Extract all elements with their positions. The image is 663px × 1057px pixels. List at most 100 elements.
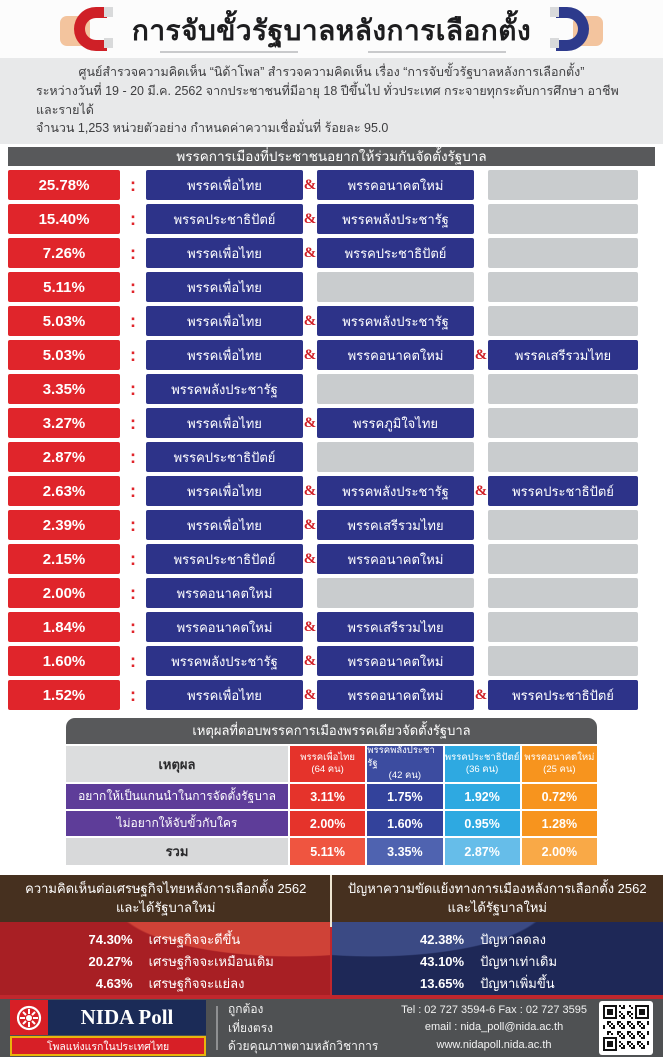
header: การจับขั้วรัฐบาลหลังการเลือกตั้ง — [0, 0, 663, 58]
party-column-count: (36 คน) — [466, 764, 498, 776]
ampersand: & — [303, 680, 317, 710]
party-box: พรรคอนาคตใหม่ — [317, 170, 474, 200]
qr-code — [599, 1001, 653, 1055]
reason-label: อยากให้เป็นแกนนำในการจัดตั้งรัฐบาล — [66, 784, 288, 809]
footer-slogans: ถูกต้องเที่ยงตรงด้วยคุณภาพตามหลักวิชาการ — [228, 1000, 378, 1056]
footer-slogan-line: ด้วยคุณภาพตามหลักวิชาการ — [228, 1037, 378, 1056]
survey-description-line1: ศูนย์สำรวจความคิดเห็น “นิด้าโพล” สำรวจคว… — [36, 63, 627, 82]
party-box: พรรคภูมิใจไทย — [317, 408, 474, 438]
coalition-row: 2.15%:พรรคประชาธิปัตย์&พรรคอนาคตใหม่ — [8, 544, 655, 574]
blue-magnet-icon — [545, 4, 597, 54]
party-box: พรรคประชาธิปัตย์ — [146, 204, 303, 234]
economy-percent: 4.63% — [0, 976, 149, 991]
colon-separator: : — [120, 510, 146, 540]
percent-badge: 7.26% — [8, 238, 120, 268]
party-box: พรรคเสรีรวมไทย — [317, 612, 474, 642]
ampersand — [474, 374, 488, 404]
colon-separator: : — [120, 544, 146, 574]
contact-website: www.nidapoll.nida.ac.th — [401, 1037, 587, 1054]
party-box: พรรคเพื่อไทย — [146, 272, 303, 302]
party-box: พรรคเพื่อไทย — [146, 510, 303, 540]
empty-box — [488, 272, 638, 302]
coalition-row: 2.63%:พรรคเพื่อไทย&พรรคพลังประชารัฐ&พรรค… — [8, 476, 655, 506]
colon-separator: : — [120, 476, 146, 506]
party-column-name: พรรคประชาธิปัตย์ — [445, 752, 519, 764]
coalition-row: 1.52%:พรรคเพื่อไทย&พรรคอนาคตใหม่&พรรคประ… — [8, 680, 655, 710]
ampersand: & — [303, 204, 317, 234]
party-box: พรรคพลังประชารัฐ — [317, 204, 474, 234]
empty-box — [317, 442, 474, 472]
conflict-panel-title: ปัญหาความขัดแย้งทางการเมืองหลังการเลือกต… — [332, 875, 663, 922]
opinion-panels: ความคิดเห็นต่อเศรษฐกิจไทยหลังการเลือกตั้… — [0, 875, 663, 995]
nida-poll-logo: NIDA Poll โพลแห่งแรกในประเทศไทย — [10, 1000, 206, 1056]
ampersand — [474, 612, 488, 642]
party-box: พรรคเพื่อไทย — [146, 238, 303, 268]
party-box: พรรคพลังประชารัฐ — [146, 374, 303, 404]
colon-separator: : — [120, 680, 146, 710]
ampersand — [474, 272, 488, 302]
red-magnet-icon — [66, 4, 118, 54]
total-value: 5.11% — [290, 838, 365, 865]
coalition-row: 5.03%:พรรคเพื่อไทย&พรรคอนาคตใหม่&พรรคเสร… — [8, 340, 655, 370]
reason-label: ไม่อยากให้จับขั้วกับใคร — [66, 811, 288, 836]
coalition-row: 5.03%:พรรคเพื่อไทย&พรรคพลังประชารัฐ — [8, 306, 655, 336]
logo-title: NIDA Poll — [48, 1000, 206, 1035]
percent-badge: 2.15% — [8, 544, 120, 574]
total-value: 2.00% — [522, 838, 597, 865]
party-box: พรรคเพื่อไทย — [146, 680, 303, 710]
coalition-row: 1.60%:พรรคพลังประชารัฐ&พรรคอนาคตใหม่ — [8, 646, 655, 676]
empty-box — [488, 238, 638, 268]
party-column-header: พรรคอนาคตใหม่(25 คน) — [522, 746, 597, 782]
coalition-row: 2.87%:พรรคประชาธิปัตย์ — [8, 442, 655, 472]
party-box: พรรคประชาธิปัตย์ — [146, 544, 303, 574]
ampersand: & — [303, 340, 317, 370]
ampersand — [474, 238, 488, 268]
reason-value: 0.72% — [522, 784, 597, 809]
economy-percent: 20.27% — [0, 954, 149, 969]
coalition-row: 7.26%:พรรคเพื่อไทย&พรรคประชาธิปัตย์ — [8, 238, 655, 268]
colon-separator: : — [120, 646, 146, 676]
economy-panel: ความคิดเห็นต่อเศรษฐกิจไทยหลังการเลือกตั้… — [0, 875, 332, 995]
party-box: พรรคพลังประชารัฐ — [317, 476, 474, 506]
ampersand — [474, 306, 488, 336]
percent-badge: 1.84% — [8, 612, 120, 642]
empty-box — [488, 612, 638, 642]
conflict-title-line2: และได้รัฐบาลใหม่ — [332, 899, 663, 917]
ampersand — [303, 442, 317, 472]
reason-value: 3.11% — [290, 784, 365, 809]
ampersand: & — [474, 340, 488, 370]
party-box: พรรคอนาคตใหม่ — [146, 612, 303, 642]
economy-item: 20.27%เศรษฐกิจจะเหมือนเดิม — [0, 951, 332, 971]
party-column-name: พรรคเพื่อไทย — [300, 752, 355, 764]
coalition-row: 1.84%:พรรคอนาคตใหม่&พรรคเสรีรวมไทย — [8, 612, 655, 642]
empty-box — [488, 170, 638, 200]
colon-separator: : — [120, 374, 146, 404]
ampersand: & — [303, 238, 317, 268]
colon-separator: : — [120, 408, 146, 438]
economy-item: 74.30%เศรษฐกิจจะดีขึ้น — [0, 929, 332, 949]
colon-separator: : — [120, 612, 146, 642]
percent-badge: 2.87% — [8, 442, 120, 472]
panel-divider-bottom — [330, 927, 332, 995]
ampersand — [474, 578, 488, 608]
party-column-count: (25 คน) — [543, 764, 575, 776]
title-underline — [368, 51, 506, 53]
reason-value: 1.60% — [367, 811, 442, 836]
percent-badge: 5.03% — [8, 340, 120, 370]
nida-emblem-icon — [10, 1000, 48, 1035]
conflict-item: 42.38%ปัญหาลดลง — [332, 929, 663, 949]
reason-table-header-row: เหตุผลพรรคเพื่อไทย(64 คน)พรรคพลังประชารั… — [66, 746, 597, 782]
percent-badge: 1.52% — [8, 680, 120, 710]
reason-value: 1.92% — [445, 784, 520, 809]
logo-subtitle: โพลแห่งแรกในประเทศไทย — [10, 1036, 206, 1056]
economy-item: 4.63%เศรษฐกิจจะแย่ลง — [0, 973, 332, 993]
party-box: พรรคอนาคตใหม่ — [317, 340, 474, 370]
title-underline — [160, 51, 298, 53]
conflict-title-line1: ปัญหาความขัดแย้งทางการเมืองหลังการเลือกต… — [332, 880, 663, 898]
colon-separator: : — [120, 238, 146, 268]
survey-description-line3: จำนวน 1,253 หน่วยตัวอย่าง กำหนดค่าความเช… — [36, 119, 627, 138]
colon-separator: : — [120, 204, 146, 234]
